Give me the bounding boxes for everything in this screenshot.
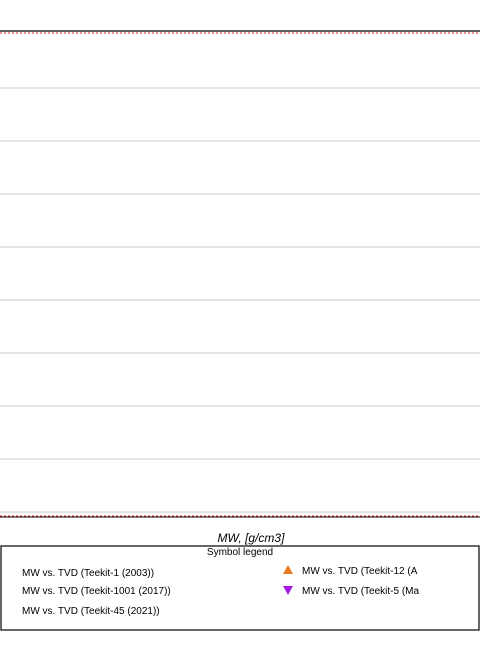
legend: MW vs. TVD (Teekit-1 (2003)) MW vs. TVD (…: [22, 565, 419, 617]
legend-label: MW vs. TVD (Teekit-1 (2003)): [22, 568, 154, 579]
legend-label: MW vs. TVD (Teekit-5 (Ma: [302, 586, 419, 597]
legend-box: [0, 545, 480, 631]
legend-label: MW vs. TVD (Teekit-45 (2021)): [22, 606, 160, 617]
legend-title: Symbol legend: [207, 547, 273, 558]
legend-label: MW vs. TVD (Teekit-12 (A: [302, 566, 418, 577]
x-axis-title: MW, [g/cm3]: [218, 531, 286, 545]
grid-lines: [0, 87, 480, 513]
legend-label: MW vs. TVD (Teekit-1001 (2017)): [22, 586, 171, 597]
plot-borders: [0, 30, 480, 631]
legend-marker-triangle-up: [283, 565, 293, 574]
legend-marker-triangle-down: [283, 586, 293, 595]
